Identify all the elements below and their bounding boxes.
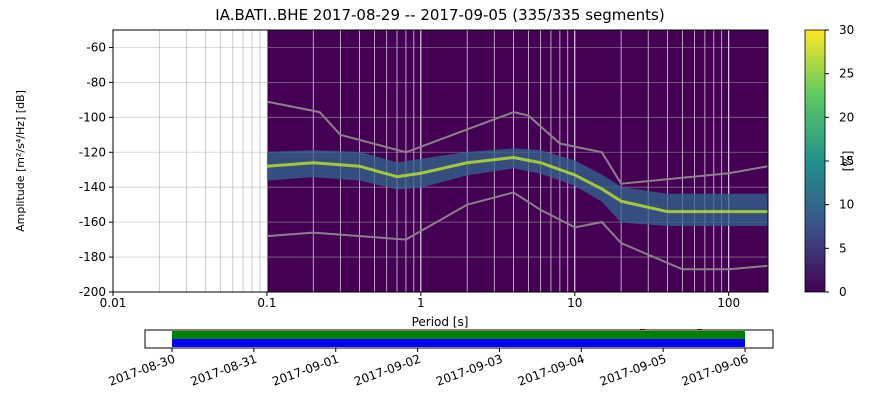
- x-axis-label: Period [s]: [412, 315, 469, 329]
- colorbar-tick-label: 30: [839, 23, 854, 37]
- x-tick-label: 100: [717, 296, 740, 310]
- x-tick-label: 2017-08-31: [189, 352, 259, 389]
- colorbar-tick-label: 20: [839, 110, 854, 124]
- x-tick-label: 2017-09-03: [434, 352, 504, 389]
- colorbar-label: [%]: [841, 151, 855, 172]
- colorbar-tick-label: 0: [839, 285, 847, 299]
- y-tick-label: -120: [79, 145, 106, 159]
- x-tick-label: 2017-09-05: [598, 352, 668, 389]
- x-tick-label: 2017-09-02: [352, 352, 422, 389]
- density-peak: [266, 155, 768, 214]
- x-tick-label: 10: [567, 296, 582, 310]
- y-axis-label: Amplitude [m²/s⁴/Hz] [dB]: [14, 90, 27, 232]
- chart-title: IA.BATI..BHE 2017-08-29 -- 2017-09-05 (3…: [215, 6, 664, 24]
- x-tick-label: 2017-08-30: [107, 352, 177, 389]
- x-tick-label: 2017-09-06: [680, 352, 750, 389]
- y-tick-label: -160: [79, 215, 106, 229]
- y-tick-label: -60: [86, 40, 106, 54]
- x-tick-label: 2017-09-04: [516, 352, 586, 389]
- x-tick-label: 1: [417, 296, 425, 310]
- x-tick-label: 0.01: [100, 296, 127, 310]
- colorbar-tick-label: 25: [839, 67, 854, 81]
- coverage-bar: [172, 331, 746, 339]
- noise-model: [266, 100, 769, 185]
- y-tick-label: -180: [79, 250, 106, 264]
- y-tick-label: -80: [86, 75, 106, 89]
- density-edge: [266, 148, 768, 195]
- plot-frame: [112, 29, 769, 293]
- density-edge: [266, 167, 768, 227]
- y-tick-label: -100: [79, 110, 106, 124]
- x-tick-label: 0.1: [257, 296, 276, 310]
- coverage-bar: [172, 339, 746, 347]
- colorbar-tick-label: 5: [839, 241, 847, 255]
- colorbar: [804, 29, 826, 293]
- y-tick-label: -140: [79, 180, 106, 194]
- y-tick-label: -200: [79, 285, 106, 299]
- noise-model: [266, 191, 769, 271]
- colorbar-tick-label: 10: [839, 198, 854, 212]
- colorbar-tick-label: 15: [839, 154, 854, 168]
- x-tick-label: 2017-09-01: [270, 352, 340, 389]
